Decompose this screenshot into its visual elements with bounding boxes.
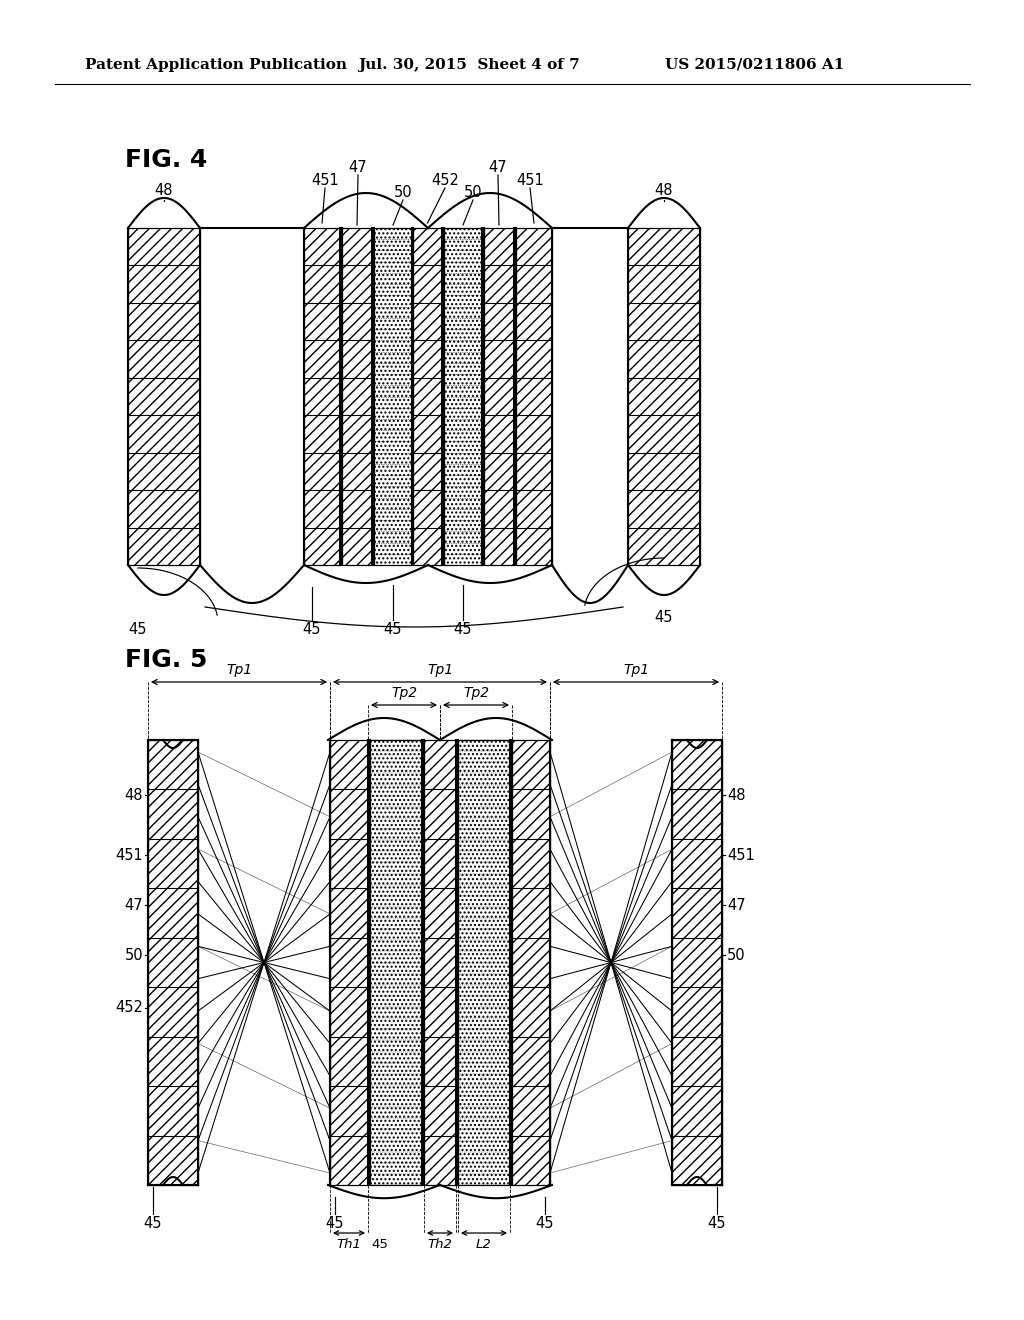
Text: 50: 50 bbox=[727, 948, 745, 962]
Bar bbox=[370, 741, 422, 1185]
Text: L2: L2 bbox=[476, 1238, 492, 1251]
Text: 451: 451 bbox=[727, 847, 755, 862]
Text: Tp1: Tp1 bbox=[226, 663, 252, 677]
Text: 45: 45 bbox=[143, 1216, 162, 1232]
Text: 45: 45 bbox=[371, 1238, 388, 1251]
Bar bbox=[628, 228, 700, 565]
Bar bbox=[198, 741, 330, 1185]
Text: 47: 47 bbox=[124, 898, 143, 912]
Text: 451: 451 bbox=[116, 847, 143, 862]
Bar bbox=[424, 741, 456, 1185]
Text: US 2015/0211806 A1: US 2015/0211806 A1 bbox=[665, 58, 845, 73]
Text: 45: 45 bbox=[384, 622, 402, 638]
Text: Tp1: Tp1 bbox=[623, 663, 649, 677]
Bar bbox=[330, 741, 368, 1185]
Bar bbox=[516, 228, 552, 565]
Bar bbox=[550, 741, 672, 1185]
Bar bbox=[304, 228, 340, 565]
Text: Tp1: Tp1 bbox=[427, 663, 453, 677]
Text: 47: 47 bbox=[349, 160, 368, 176]
Text: FIG. 5: FIG. 5 bbox=[125, 648, 208, 672]
Text: 45: 45 bbox=[708, 1216, 726, 1232]
Text: 45: 45 bbox=[129, 622, 147, 638]
Text: 451: 451 bbox=[516, 173, 544, 187]
Text: 45: 45 bbox=[303, 622, 322, 638]
Text: 48: 48 bbox=[727, 788, 745, 803]
Text: 451: 451 bbox=[311, 173, 339, 187]
Bar bbox=[458, 741, 510, 1185]
Bar bbox=[148, 741, 198, 1185]
Text: Th2: Th2 bbox=[428, 1238, 453, 1251]
Text: 45: 45 bbox=[326, 1216, 344, 1232]
Text: Jul. 30, 2015  Sheet 4 of 7: Jul. 30, 2015 Sheet 4 of 7 bbox=[358, 58, 580, 73]
Text: 45: 45 bbox=[454, 622, 472, 638]
Bar bbox=[484, 228, 514, 565]
Bar bbox=[374, 228, 412, 565]
Bar bbox=[413, 228, 442, 565]
Text: 45: 45 bbox=[536, 1216, 554, 1232]
Text: 48: 48 bbox=[155, 183, 173, 198]
Text: 47: 47 bbox=[727, 898, 745, 912]
Text: 50: 50 bbox=[124, 948, 143, 962]
Text: 50: 50 bbox=[393, 185, 413, 201]
Text: Tp2: Tp2 bbox=[463, 686, 489, 700]
Text: 47: 47 bbox=[488, 160, 507, 176]
Text: FIG. 4: FIG. 4 bbox=[125, 148, 208, 172]
Bar bbox=[342, 228, 372, 565]
Bar bbox=[128, 228, 200, 565]
Bar bbox=[444, 228, 482, 565]
Text: 48: 48 bbox=[125, 788, 143, 803]
Text: 45: 45 bbox=[654, 610, 673, 624]
Text: 48: 48 bbox=[654, 183, 673, 198]
Text: 452: 452 bbox=[431, 173, 459, 187]
Bar bbox=[672, 741, 722, 1185]
Bar bbox=[512, 741, 550, 1185]
Text: 452: 452 bbox=[115, 1001, 143, 1015]
Text: Tp2: Tp2 bbox=[391, 686, 417, 700]
Text: 50: 50 bbox=[464, 185, 482, 201]
Text: Patent Application Publication: Patent Application Publication bbox=[85, 58, 347, 73]
Text: Th1: Th1 bbox=[337, 1238, 361, 1251]
